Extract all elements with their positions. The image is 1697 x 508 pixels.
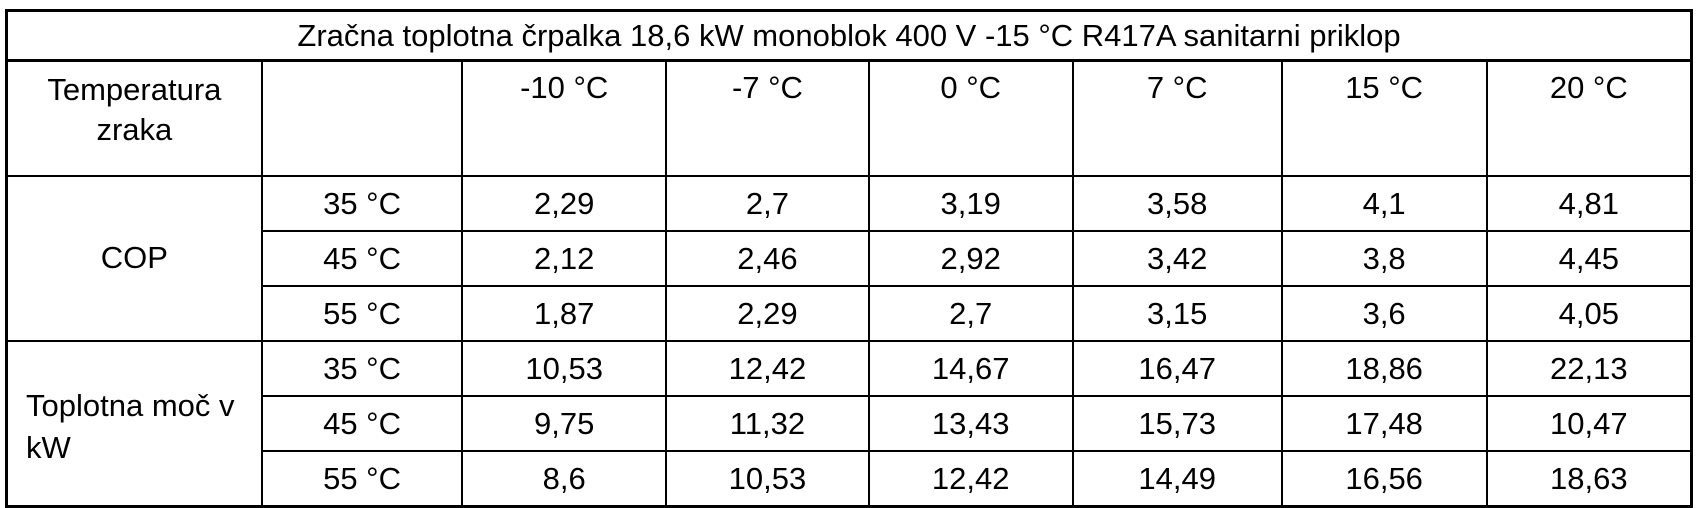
table-cell: 8,6 xyxy=(461,450,668,508)
header-col: 7 °C xyxy=(1071,59,1283,177)
table-cell: 11,32 xyxy=(665,395,870,452)
table-cell: 14,49 xyxy=(1071,450,1283,508)
table-cell: 17,48 xyxy=(1280,395,1488,452)
heat-pump-spec-table: Zračna toplotna črpalka 18,6 kW monoblok… xyxy=(5,9,1693,508)
row-temp: 55 °C xyxy=(260,285,464,342)
table-container: Zračna toplotna črpalka 18,6 kW monoblok… xyxy=(5,9,1693,508)
table-cell: 9,75 xyxy=(461,395,668,452)
table-cell: 18,63 xyxy=(1485,450,1693,508)
table-cell: 2,29 xyxy=(461,175,668,232)
table-cell: 1,87 xyxy=(461,285,668,342)
table-cell: 3,8 xyxy=(1280,230,1488,287)
table-cell: 13,43 xyxy=(867,395,1074,452)
header-col: 20 °C xyxy=(1485,59,1693,177)
table-cell: 2,7 xyxy=(867,285,1074,342)
row-temp: 35 °C xyxy=(260,175,464,232)
title-row: Zračna toplotna črpalka 18,6 kW monoblok… xyxy=(5,9,1693,62)
header-col: 15 °C xyxy=(1280,59,1488,177)
table-cell: 3,58 xyxy=(1071,175,1283,232)
table-cell: 4,05 xyxy=(1485,285,1693,342)
table-cell: 10,47 xyxy=(1485,395,1693,452)
table-cell: 2,92 xyxy=(867,230,1074,287)
table-cell: 18,86 xyxy=(1280,340,1488,397)
table-row: Toplotna moč v kW 35 °C 10,53 12,42 14,6… xyxy=(5,340,1693,508)
group-label-heat-output: Toplotna moč v kW xyxy=(5,340,263,508)
table-cell: 2,12 xyxy=(461,230,668,287)
table-cell: 3,6 xyxy=(1280,285,1488,342)
table-cell: 16,47 xyxy=(1071,340,1283,397)
header-col: 0 °C xyxy=(867,59,1074,177)
table-cell: 14,67 xyxy=(867,340,1074,397)
table-cell: 2,29 xyxy=(665,285,870,342)
table-cell: 3,15 xyxy=(1071,285,1283,342)
table-cell: 12,42 xyxy=(665,340,870,397)
table-cell: 2,7 xyxy=(665,175,870,232)
row-temp: 45 °C xyxy=(260,395,464,452)
table-cell: 4,81 xyxy=(1485,175,1693,232)
table-cell: 15,73 xyxy=(1071,395,1283,452)
table-row: 45 °C 9,75 11,32 13,43 15,73 17,48 10,47 xyxy=(7,395,1693,452)
header-blank xyxy=(260,59,464,177)
row-temp: 55 °C xyxy=(260,450,464,508)
row-temp: 45 °C xyxy=(260,230,464,287)
table-cell: 10,53 xyxy=(665,450,870,508)
table-cell: 3,42 xyxy=(1071,230,1283,287)
table-cell: 10,53 xyxy=(461,340,668,397)
table-row: 45 °C 2,12 2,46 2,92 3,42 3,8 4,45 xyxy=(7,230,1693,287)
table-cell: 4,1 xyxy=(1280,175,1488,232)
table-cell: 22,13 xyxy=(1485,340,1693,397)
header-air-temperature: Temperatura zraka xyxy=(5,59,263,177)
table-cell: 3,19 xyxy=(867,175,1074,232)
table-cell: 12,42 xyxy=(867,450,1074,508)
table-cell: 16,56 xyxy=(1280,450,1488,508)
group-label-cop: COP xyxy=(5,175,263,342)
header-col: -7 °C xyxy=(665,59,870,177)
table-cell: 2,46 xyxy=(665,230,870,287)
header-col: -10 °C xyxy=(461,59,668,177)
row-temp: 35 °C xyxy=(260,340,464,397)
table-row: 55 °C 8,6 10,53 12,42 14,49 16,56 18,63 xyxy=(7,450,1693,508)
table-title: Zračna toplotna črpalka 18,6 kW monoblok… xyxy=(5,9,1693,62)
header-row: Temperatura zraka -10 °C -7 °C 0 °C 7 °C… xyxy=(5,59,1693,177)
table-cell: 4,45 xyxy=(1485,230,1693,287)
table-row: 55 °C 1,87 2,29 2,7 3,15 3,6 4,05 xyxy=(7,285,1693,342)
table-row: COP 35 °C 2,29 2,7 3,19 3,58 4,1 4,81 xyxy=(5,175,1693,342)
